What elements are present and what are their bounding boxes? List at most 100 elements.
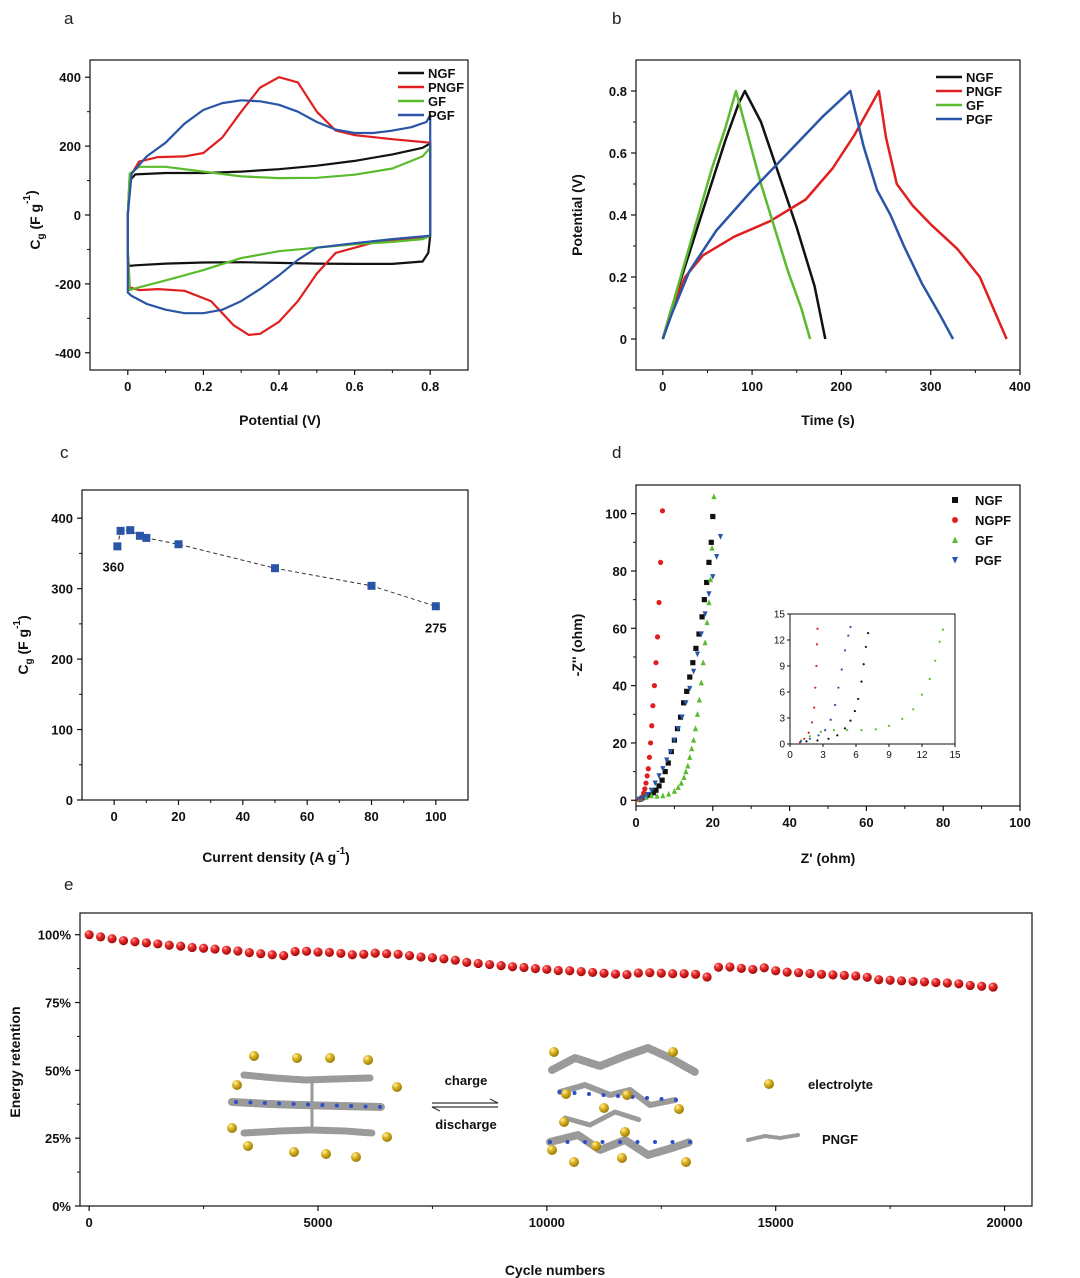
- data-point: [707, 576, 714, 583]
- y-axis-label: Potential (V): [569, 174, 585, 256]
- data-point: [748, 964, 758, 975]
- data-point: [651, 683, 658, 689]
- data-point: [687, 674, 693, 680]
- data-point: [271, 564, 279, 573]
- data-point: [646, 754, 653, 760]
- data-point: [691, 736, 697, 743]
- data-point: [519, 962, 529, 973]
- data-point: [706, 559, 712, 565]
- data-point: [313, 947, 323, 957]
- data-point: [675, 784, 681, 790]
- charge-arrow: [432, 1098, 499, 1104]
- data-point: [708, 539, 714, 545]
- data-point: [713, 962, 724, 972]
- data-point: [174, 540, 183, 549]
- data-point: [118, 936, 129, 946]
- data-point: [896, 976, 907, 986]
- data-label: 275: [425, 620, 447, 635]
- data-point: [656, 968, 666, 978]
- data-point: [874, 975, 884, 985]
- electrolyte-ion: [249, 1051, 259, 1061]
- series-line: [661, 89, 827, 340]
- data-point: [656, 599, 662, 606]
- inset-data-point: [840, 668, 843, 671]
- data-point: [530, 964, 541, 974]
- data-point: [687, 685, 693, 692]
- data-point: [690, 660, 696, 666]
- axis-label-part: -1: [12, 620, 23, 629]
- plot-frame: [89, 59, 469, 371]
- inset-data-point: [860, 729, 863, 732]
- axis-label-part: C: [27, 240, 43, 250]
- x-tick-label: 100: [1009, 815, 1031, 830]
- electrolyte-ion: [227, 1123, 237, 1133]
- x-tick-label: 40: [236, 809, 250, 824]
- y-tick-label: 50%: [45, 1063, 71, 1078]
- axis-label-part: (F g: [15, 629, 31, 659]
- data-point: [671, 787, 677, 794]
- electrolyte-ion: [232, 1080, 242, 1090]
- dopant-atom: [618, 1140, 622, 1144]
- inset-data-point: [887, 724, 891, 727]
- y-axis-label: Cg (F g-1): [22, 190, 47, 249]
- data-point: [771, 966, 781, 976]
- dopant-atom: [234, 1100, 238, 1104]
- data-point: [622, 969, 632, 980]
- data-point: [988, 982, 998, 992]
- panel-label: a: [64, 9, 74, 28]
- data-point: [698, 679, 704, 686]
- axis-label-part: C: [15, 665, 31, 675]
- data-point: [650, 790, 656, 796]
- graphene-sheet: [562, 1109, 643, 1128]
- series-line: [126, 99, 432, 315]
- inset-data-point: [819, 730, 822, 733]
- y-tick-label: 100%: [38, 928, 72, 943]
- dopant-atom: [558, 1090, 562, 1094]
- discharge-arrow: [431, 1106, 498, 1112]
- y-tick-label: 200: [59, 139, 81, 154]
- data-point: [256, 949, 266, 959]
- data-point: [654, 634, 661, 640]
- y-axis-label: Energy retention: [7, 1006, 23, 1117]
- data-point: [816, 969, 827, 979]
- data-point: [793, 968, 804, 978]
- legend-label: GF: [975, 533, 993, 548]
- data-point: [642, 786, 648, 792]
- inset-x-tick-label: 3: [820, 750, 826, 761]
- schematic-legend-sheet: PNGF: [822, 1132, 858, 1147]
- electrolyte-ion: [599, 1103, 609, 1113]
- dopant-atom: [670, 1140, 675, 1144]
- data-point: [95, 932, 106, 942]
- y-tick-label: 0: [620, 793, 627, 808]
- x-tick-label: 0: [632, 815, 639, 830]
- data-point: [725, 962, 735, 972]
- data-point: [668, 969, 678, 979]
- inset-data-point: [817, 734, 820, 737]
- inset-data-point: [847, 634, 850, 637]
- data-point: [659, 508, 666, 514]
- data-point: [679, 714, 685, 721]
- legend-label: NGPF: [975, 513, 1011, 528]
- graphene-sheet: [548, 1044, 699, 1076]
- dopant-atom: [600, 1140, 605, 1144]
- data-point: [141, 938, 151, 948]
- data-point: [667, 748, 674, 755]
- data-point: [706, 599, 712, 606]
- data-point: [599, 968, 609, 978]
- data-point: [279, 950, 289, 961]
- inset-data-point: [816, 627, 819, 630]
- graphene-sheet: [228, 1098, 386, 1111]
- dopant-atom: [601, 1093, 606, 1097]
- data-point: [427, 953, 438, 963]
- electrolyte-ion: [764, 1079, 774, 1089]
- data-point: [187, 942, 197, 953]
- x-tick-label: 0.6: [346, 379, 364, 394]
- data-point: [685, 762, 691, 769]
- dopant-atom: [653, 1140, 657, 1144]
- data-point: [696, 631, 702, 637]
- dopant-atom: [674, 1098, 678, 1102]
- data-point: [450, 955, 460, 965]
- electrolyte-ion: [549, 1047, 559, 1057]
- data-point: [576, 967, 586, 977]
- y-tick-label: 0: [620, 332, 627, 347]
